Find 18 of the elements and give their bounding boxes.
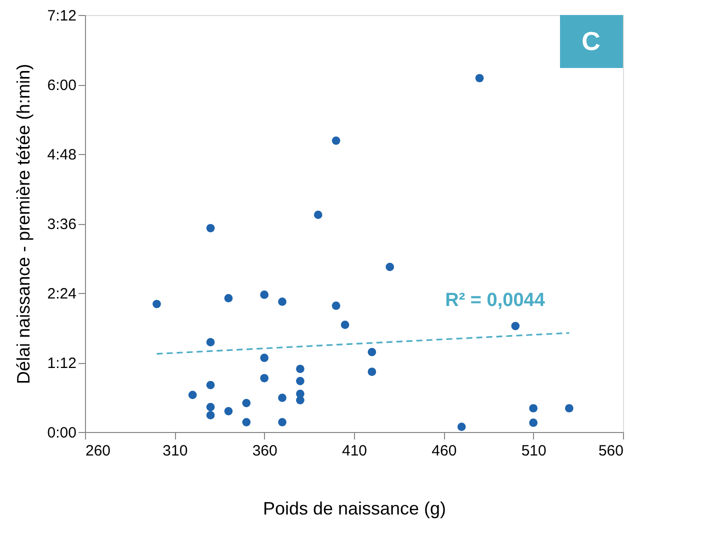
- annotation: R² = 0,0044: [445, 290, 546, 311]
- y-tick-label: 6:00: [47, 77, 76, 94]
- y-tick-label: 0:00: [47, 424, 76, 442]
- x-tick-label: 310: [162, 442, 188, 460]
- x-tick-label: 460: [432, 442, 457, 460]
- x-tick-label: 510: [521, 442, 546, 460]
- y-tick-label: 4:48: [47, 146, 76, 164]
- y-tick-label: 1:12: [47, 355, 76, 372]
- x-tick-label: 560: [598, 442, 624, 460]
- x-tick-label: 260: [86, 442, 111, 460]
- annotation: C: [582, 26, 601, 56]
- y-tick-label: 7:12: [47, 8, 76, 24]
- y-axis-title: Délai naissance - première tétée (h:min): [13, 64, 34, 384]
- x-tick-label: 410: [342, 442, 368, 460]
- y-tick-label: 3:36: [47, 216, 76, 233]
- x-tick-label: 360: [252, 442, 278, 460]
- x-axis-title: Poids de naissance (g): [262, 498, 446, 518]
- y-tick-label: 2:24: [47, 286, 76, 302]
